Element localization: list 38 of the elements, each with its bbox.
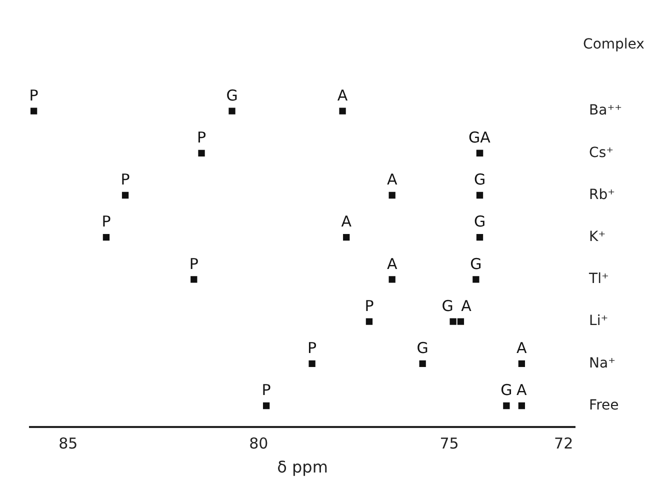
text: G [416, 339, 428, 358]
text: P [262, 381, 271, 400]
text: P [364, 296, 374, 315]
y-tick-label: Ba⁺⁺ [589, 102, 622, 119]
text: A [386, 254, 398, 273]
series-label: P [102, 212, 111, 231]
text: G [474, 170, 486, 189]
text: A [386, 170, 398, 189]
text: G [470, 254, 482, 273]
text: P [308, 339, 317, 358]
text: G [474, 212, 486, 231]
text: G [442, 296, 454, 315]
x-tick-label: 72 [554, 434, 574, 453]
x-tick-label: 85 [58, 434, 78, 453]
text: A [516, 339, 527, 358]
y-tick-label: Na⁺ [589, 355, 616, 372]
text: A [516, 381, 527, 400]
text: P [29, 86, 38, 104]
series-label: G [468, 128, 480, 147]
text: P [120, 170, 130, 189]
x-tick-label: 80 [249, 434, 268, 453]
text: A [337, 86, 348, 104]
y-tick-label: Cs⁺ [589, 144, 614, 161]
y-tick-label: Tl⁺ [588, 271, 609, 288]
text: P [196, 128, 206, 147]
x-axis-title: δ ppm [277, 458, 328, 477]
text: P [189, 254, 198, 273]
text: A [341, 212, 352, 231]
series-label: A [480, 128, 492, 147]
y-axis-title: Complex [583, 36, 644, 53]
y-tick-label: Li⁺ [589, 313, 608, 330]
text: G [226, 86, 238, 104]
x-tick-label: 75 [440, 434, 459, 453]
y-tick-label: K⁺ [589, 228, 606, 245]
y-tick-label: Free [589, 397, 619, 414]
text: G [500, 381, 512, 400]
text: A [461, 296, 472, 315]
y-tick-label: Rb⁺ [589, 186, 616, 203]
